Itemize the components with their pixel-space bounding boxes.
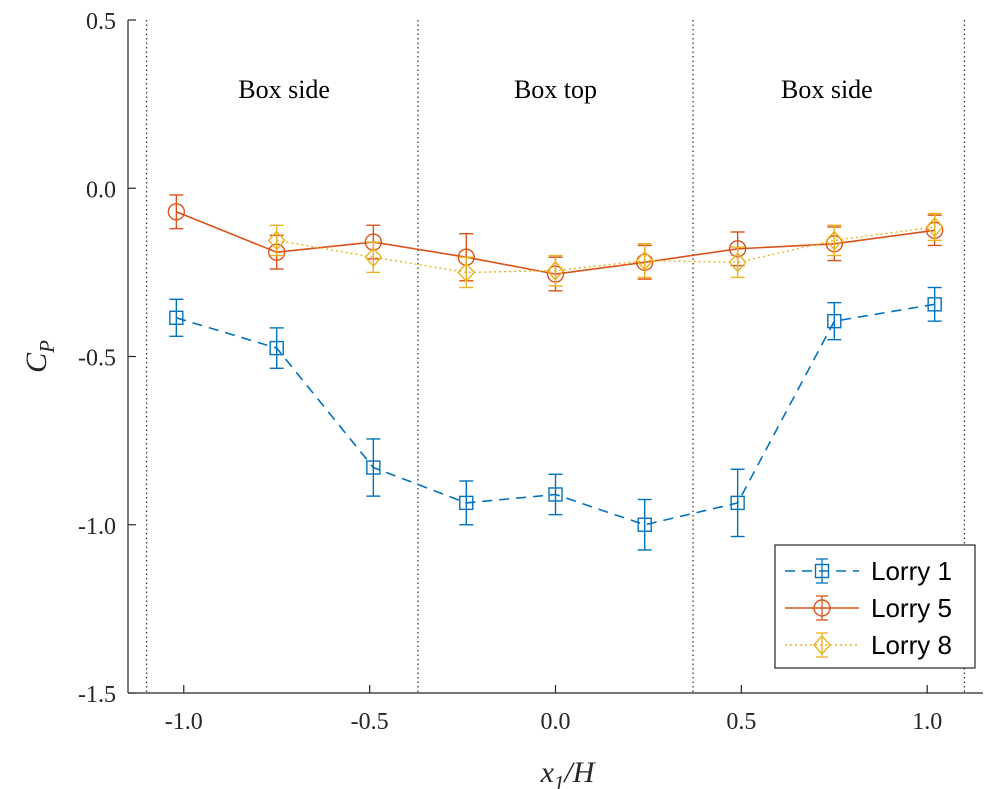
y-tick-label: -0.5 — [78, 346, 116, 372]
data-point — [814, 563, 830, 579]
y-tick-label: -1.5 — [78, 682, 116, 708]
region-label-0: Box side — [238, 75, 330, 104]
region-label-2: Box side — [781, 75, 873, 104]
series-3 — [267, 212, 944, 289]
legend-box — [774, 544, 976, 669]
legend-label: Lorry 8 — [871, 630, 952, 660]
data-point — [813, 634, 831, 656]
data-point — [267, 230, 286, 251]
legend-entry-1: Lorry 1 — [785, 556, 952, 586]
data-point — [169, 310, 184, 326]
x-tick-label: 1.0 — [912, 709, 942, 735]
legend-label: Lorry 1 — [871, 556, 952, 586]
x-tick-label: -0.5 — [351, 709, 389, 735]
data-point — [730, 495, 745, 511]
x-tick-label: -1.0 — [165, 709, 203, 735]
data-point — [813, 599, 831, 617]
data-point — [827, 313, 842, 329]
data-point — [635, 250, 654, 271]
legend-label: Lorry 5 — [871, 593, 952, 623]
x-axis-title: x1/H — [540, 756, 597, 789]
region-label-1: Box top — [514, 75, 597, 104]
data-point — [167, 203, 186, 221]
data-point — [366, 460, 381, 475]
data-point — [546, 260, 565, 281]
series-1 — [169, 286, 942, 551]
data-point — [728, 252, 747, 273]
data-point — [825, 230, 844, 251]
y-axis-title: CP — [20, 340, 59, 373]
series-line — [276, 226, 935, 274]
x-tick-label: 0.5 — [726, 709, 756, 735]
data-point — [548, 487, 563, 502]
data-point — [269, 340, 284, 356]
x-tick-label: 0.0 — [541, 709, 571, 735]
data-point — [457, 262, 476, 283]
legend-entry-2: Lorry 5 — [785, 593, 952, 623]
legend-entry-3: Lorry 8 — [785, 630, 952, 660]
y-tick-label: 0.5 — [86, 9, 116, 35]
y-tick-label: -1.0 — [78, 514, 116, 540]
data-point — [364, 247, 383, 268]
data-point — [637, 517, 652, 532]
y-tick-label: 0.0 — [86, 177, 116, 203]
data-point — [459, 495, 474, 511]
data-point — [925, 216, 944, 238]
data-point — [927, 297, 942, 312]
